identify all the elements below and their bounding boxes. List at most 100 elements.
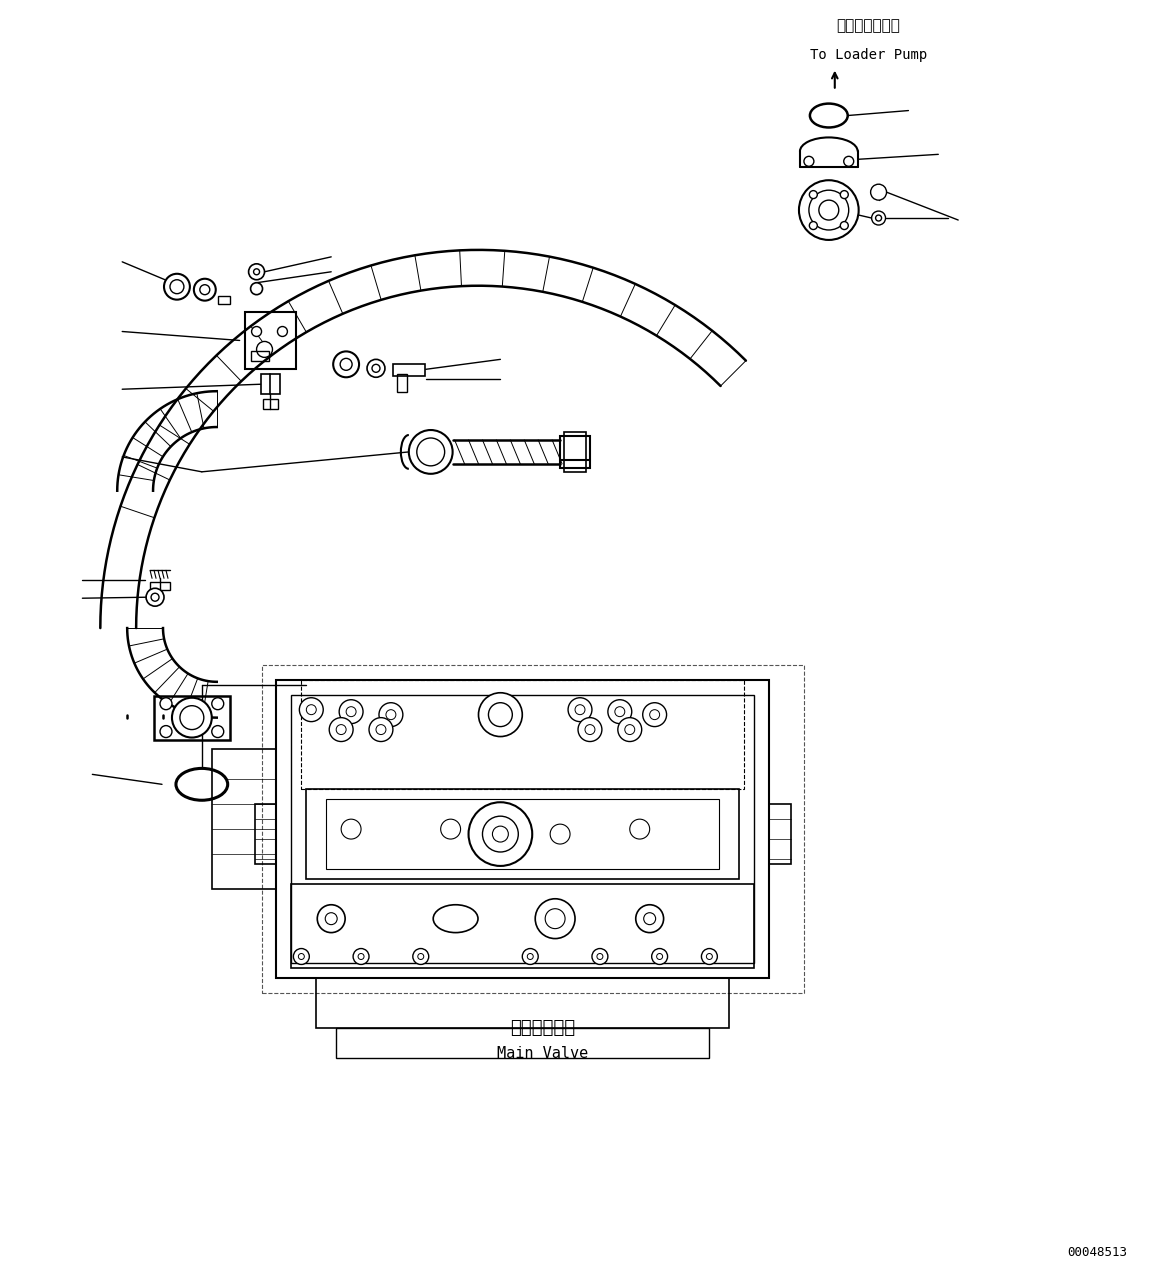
Circle shape <box>478 693 522 737</box>
Ellipse shape <box>433 905 478 932</box>
Circle shape <box>329 718 354 742</box>
Circle shape <box>249 264 264 280</box>
Circle shape <box>160 725 172 738</box>
Circle shape <box>418 953 423 959</box>
Circle shape <box>876 215 882 221</box>
Circle shape <box>341 819 361 838</box>
Circle shape <box>804 157 814 166</box>
Circle shape <box>194 279 216 301</box>
Circle shape <box>347 707 356 716</box>
Circle shape <box>643 913 656 925</box>
Circle shape <box>254 269 259 275</box>
Bar <box>327 800 720 869</box>
Bar <box>301 680 744 790</box>
Circle shape <box>368 359 385 377</box>
Circle shape <box>585 724 595 734</box>
Circle shape <box>841 190 848 198</box>
Circle shape <box>492 826 508 842</box>
Circle shape <box>413 949 429 964</box>
Circle shape <box>386 710 395 720</box>
Circle shape <box>625 724 635 734</box>
Bar <box>250 351 269 361</box>
Circle shape <box>379 702 402 727</box>
Ellipse shape <box>176 769 228 800</box>
Circle shape <box>170 280 184 293</box>
Circle shape <box>527 953 533 959</box>
Circle shape <box>809 190 818 198</box>
Circle shape <box>340 700 363 724</box>
Circle shape <box>306 705 316 715</box>
Circle shape <box>376 724 386 734</box>
Circle shape <box>326 913 337 925</box>
Circle shape <box>212 698 223 710</box>
Bar <box>292 883 754 968</box>
Circle shape <box>550 824 570 844</box>
Circle shape <box>871 184 886 201</box>
Bar <box>154 696 229 739</box>
Circle shape <box>317 905 345 932</box>
Circle shape <box>164 274 190 300</box>
Circle shape <box>809 221 818 229</box>
Bar <box>316 979 729 1028</box>
Circle shape <box>545 909 565 928</box>
Circle shape <box>809 190 849 230</box>
Circle shape <box>200 284 209 294</box>
Bar <box>255 804 277 864</box>
Circle shape <box>180 706 204 729</box>
Circle shape <box>636 905 664 932</box>
Bar <box>393 364 424 377</box>
Text: Main Valve: Main Valve <box>497 1046 588 1061</box>
Circle shape <box>618 718 642 742</box>
Circle shape <box>597 953 602 959</box>
Circle shape <box>336 724 347 734</box>
Circle shape <box>578 718 602 742</box>
Circle shape <box>172 698 212 738</box>
Circle shape <box>212 725 223 738</box>
Circle shape <box>409 430 452 473</box>
Circle shape <box>257 342 272 358</box>
Ellipse shape <box>809 104 848 127</box>
Circle shape <box>608 700 632 724</box>
Circle shape <box>522 949 538 964</box>
Circle shape <box>278 327 287 337</box>
Circle shape <box>483 817 519 853</box>
Circle shape <box>701 949 718 964</box>
Circle shape <box>843 157 854 166</box>
Circle shape <box>160 698 172 710</box>
Circle shape <box>799 180 858 240</box>
Text: To Loader Pump: To Loader Pump <box>809 48 927 62</box>
Text: 00048513: 00048513 <box>1068 1246 1127 1259</box>
Circle shape <box>372 364 380 373</box>
Bar <box>217 296 229 303</box>
Circle shape <box>358 953 364 959</box>
Circle shape <box>819 201 839 220</box>
Circle shape <box>333 351 359 377</box>
Bar <box>561 436 590 468</box>
Circle shape <box>151 593 159 601</box>
Circle shape <box>657 953 663 959</box>
Circle shape <box>650 710 659 720</box>
Circle shape <box>651 949 668 964</box>
Circle shape <box>488 702 513 727</box>
Circle shape <box>643 702 666 727</box>
Circle shape <box>340 359 352 370</box>
Circle shape <box>369 718 393 742</box>
Circle shape <box>293 949 309 964</box>
Bar <box>564 432 586 472</box>
Circle shape <box>250 283 263 294</box>
Bar <box>277 680 769 979</box>
Bar <box>306 790 740 878</box>
Circle shape <box>416 439 444 466</box>
Bar <box>769 804 791 864</box>
Bar <box>261 374 280 395</box>
Circle shape <box>469 802 533 865</box>
Text: メインバルブ: メインバルブ <box>511 1019 576 1037</box>
Bar <box>212 750 277 889</box>
Circle shape <box>299 698 323 721</box>
Circle shape <box>575 705 585 715</box>
Text: ローダポンプへ: ローダポンプへ <box>836 18 900 33</box>
Bar <box>244 311 297 369</box>
Bar <box>397 374 407 392</box>
Bar <box>292 694 754 963</box>
Bar <box>263 399 278 409</box>
